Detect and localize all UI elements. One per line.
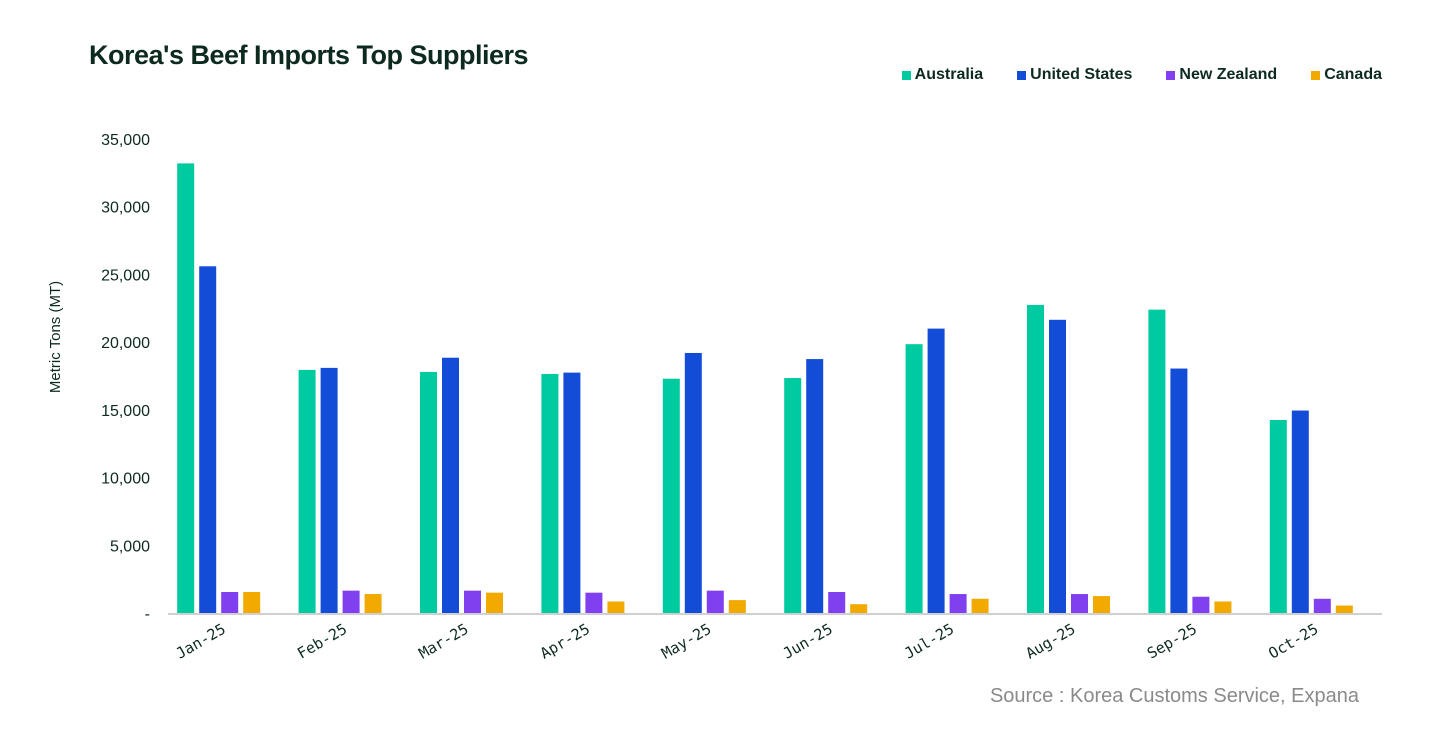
bar-new-zealand: [949, 594, 967, 613]
legend-item: Canada: [1311, 66, 1382, 84]
y-tick-label: 5,000: [110, 538, 150, 555]
bar-australia: [541, 373, 559, 613]
x-tick-label: Jan-25: [173, 620, 229, 663]
legend-swatch: [901, 70, 911, 80]
x-tick-label: Oct-25: [1265, 620, 1321, 663]
bar-canada: [243, 592, 261, 613]
bar-new-zealand: [828, 592, 846, 613]
bar-canada: [364, 594, 382, 613]
legend-label: New Zealand: [1179, 66, 1278, 83]
bar-canada: [971, 598, 989, 613]
bar-canada: [607, 601, 625, 613]
bar-canada: [1093, 596, 1110, 613]
source-note: Source : Korea Customs Service, Expana: [989, 685, 1359, 707]
x-tick-label: Sep-25: [1144, 620, 1200, 663]
y-tick-label: -: [145, 606, 150, 623]
legend-label: Australia: [914, 66, 984, 83]
chart-title: Korea's Beef Imports Top Suppliers: [89, 40, 529, 70]
bar-united-states: [1049, 319, 1066, 613]
legend-label: Canada: [1324, 66, 1382, 83]
legend-item: New Zealand: [1166, 66, 1277, 84]
bar-united-states: [199, 266, 217, 613]
bar-united-states: [1170, 368, 1188, 613]
bar-canada: [1214, 601, 1232, 613]
legend: Australia United States New Zealand Canada: [901, 66, 1382, 84]
x-tick-label: May-25: [658, 620, 714, 663]
bar-australia: [420, 371, 437, 613]
bar-australia: [1269, 420, 1287, 613]
bar-new-zealand: [221, 592, 239, 613]
legend-item: Australia: [901, 66, 984, 84]
legend-swatch: [1017, 70, 1027, 80]
bar-new-zealand: [1313, 598, 1331, 613]
bar-canada: [1335, 605, 1353, 613]
bar-australia: [1027, 304, 1044, 613]
bar-united-states: [442, 357, 459, 613]
bar-australia: [905, 344, 923, 613]
bar-new-zealand: [706, 590, 724, 613]
bar-new-zealand: [464, 590, 481, 613]
y-axis-label: Metric Tons (MT): [47, 281, 64, 393]
x-tick-label: Feb-25: [294, 620, 350, 663]
bar-new-zealand: [1192, 596, 1210, 613]
x-tick-label: Jul-25: [901, 620, 957, 663]
x-tick-label: Apr-25: [537, 620, 593, 663]
y-tick-label: 30,000: [101, 200, 150, 217]
bar-united-states: [320, 367, 338, 613]
y-tick-label: 20,000: [101, 335, 150, 352]
bar-australia: [298, 369, 316, 613]
bar-canada: [486, 592, 503, 613]
bar-new-zealand: [1071, 594, 1088, 613]
bar-new-zealand: [585, 592, 603, 613]
bar-united-states: [806, 359, 824, 613]
y-tick-label: 15,000: [101, 403, 150, 420]
bar-australia: [177, 163, 195, 613]
legend-swatch: [1311, 70, 1321, 80]
bar-canada: [850, 604, 868, 613]
y-tick-label: 10,000: [101, 471, 150, 488]
bar-australia: [1148, 309, 1166, 613]
bar-australia: [662, 378, 680, 613]
legend-item: United States: [1017, 66, 1132, 84]
legend-label: United States: [1030, 66, 1133, 83]
y-tick-label: 35,000: [101, 132, 150, 149]
bar-australia: [784, 378, 802, 613]
bar-united-states: [927, 328, 945, 613]
x-tick-label: Jun-25: [780, 620, 836, 663]
x-tick-label: Aug-25: [1023, 620, 1079, 663]
bar-canada: [728, 600, 746, 613]
x-tick-label: Mar-25: [416, 620, 472, 663]
bar-united-states: [684, 352, 702, 613]
bar-united-states: [563, 372, 581, 613]
y-tick-label: 25,000: [101, 267, 150, 284]
legend-swatch: [1166, 70, 1176, 80]
bar-united-states: [1291, 410, 1309, 613]
bar-new-zealand: [342, 590, 360, 613]
